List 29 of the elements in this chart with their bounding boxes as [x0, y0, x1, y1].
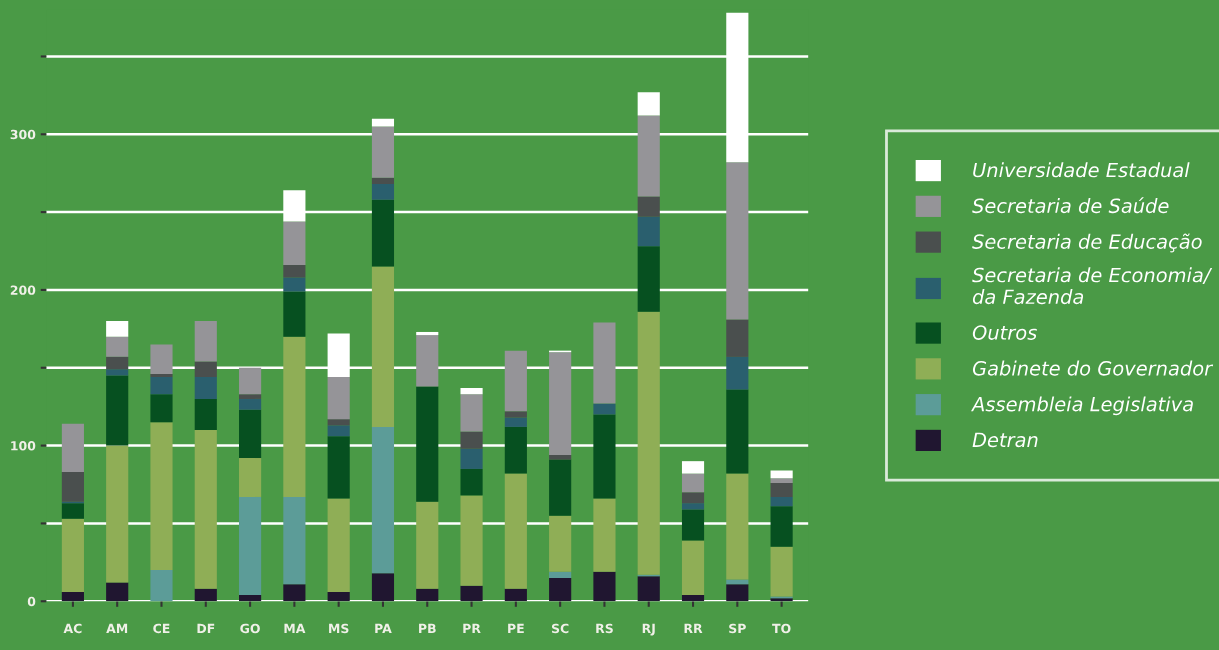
legend-label: Universidade Estadual	[973, 162, 1190, 178]
x-tick-label: MS	[329, 623, 349, 634]
legend-label: Secretaria de Educação	[972, 233, 1202, 253]
y-tick-label: 200	[10, 285, 36, 295]
x-tick-label: PR	[463, 623, 481, 633]
x-tick-label: AM	[106, 623, 128, 633]
y-tick-label: 300	[10, 129, 36, 140]
x-tick-label: GO	[240, 623, 260, 634]
legend-label: Outros	[972, 325, 1037, 340]
x-tick-label: CE	[153, 623, 170, 634]
x-tick-label: RS	[596, 623, 613, 634]
x-tick-label: PB	[419, 623, 436, 633]
x-tick-label: AC	[63, 623, 82, 634]
x-tick-label: TO	[772, 623, 791, 634]
y-tick-label: 0	[27, 596, 36, 607]
legend-label: Secretaria de Economia/ da Fazenda	[972, 267, 1213, 305]
x-tick-label: DF	[197, 623, 215, 633]
x-tick-label: SP	[729, 623, 746, 634]
legend-label: Detran	[972, 432, 1038, 448]
x-tick-label: SC	[551, 623, 569, 634]
x-tick-label: PE	[508, 623, 524, 633]
x-tick-label: RJ	[642, 623, 655, 636]
x-tick-label: PA	[375, 623, 392, 633]
legend-label: Gabinete do Governador	[972, 360, 1214, 376]
legend-label: Secretaria de Saúde	[972, 197, 1169, 214]
x-tick-label: RR	[684, 623, 703, 633]
legend-label: Assembleia Legislativa	[971, 396, 1193, 416]
y-tick-label: 100	[11, 441, 36, 451]
x-tick-label: MA	[284, 623, 306, 633]
